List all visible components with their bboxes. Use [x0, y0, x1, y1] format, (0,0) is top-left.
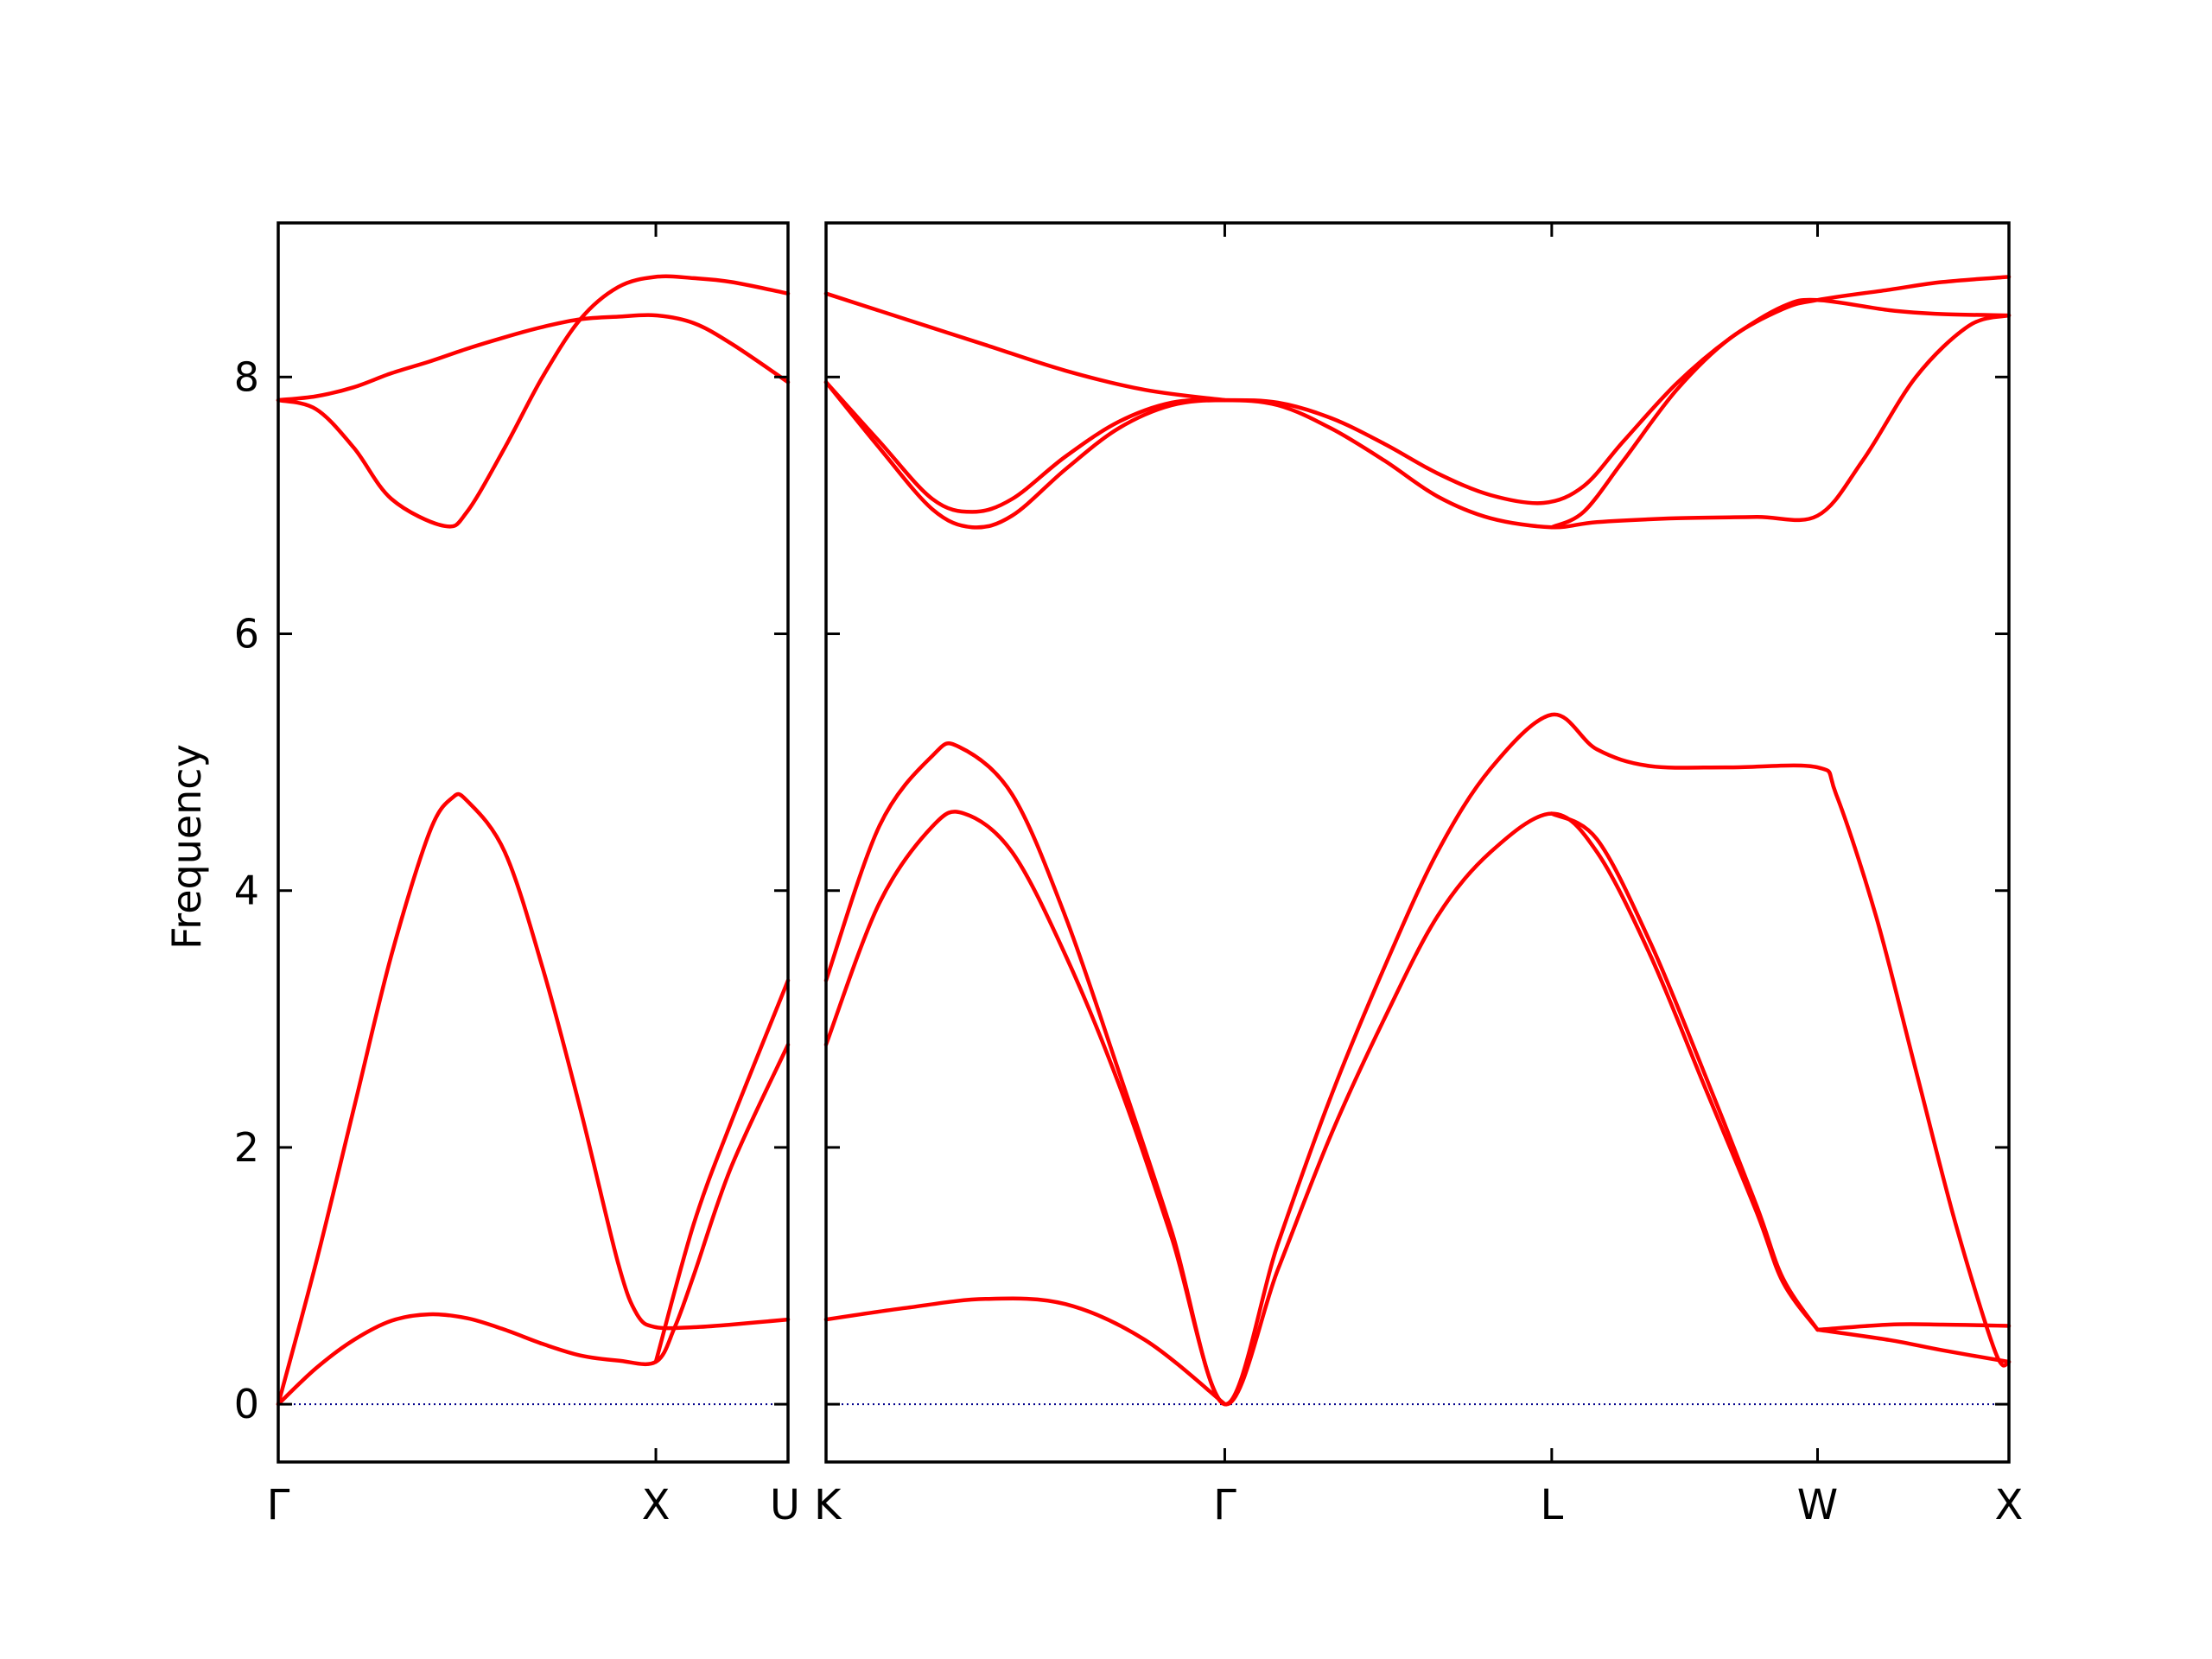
- x-tick-label: X: [1995, 1481, 2024, 1529]
- band-line-right-7: [823, 313, 2012, 530]
- x-tick-label: X: [642, 1481, 671, 1529]
- band-line-left-3: [653, 978, 791, 1364]
- band-line-right-5: [1815, 1322, 2012, 1332]
- y-tick-label: 0: [234, 1381, 259, 1427]
- x-tick-label: Γ: [1213, 1481, 1236, 1529]
- y-tick-label: 8: [234, 353, 259, 400]
- band-line-right-1: [823, 1296, 1227, 1407]
- y-axis-label: Frequency: [163, 744, 210, 950]
- y-tick-label: 4: [234, 868, 259, 914]
- band-line-left-5: [276, 313, 791, 403]
- x-tick-label: K: [814, 1481, 842, 1529]
- band-line-left-1: [276, 791, 791, 1407]
- plot-frame-left: [276, 221, 790, 1464]
- panel-left: 0 2 4 6 8 Γ X U: [234, 221, 800, 1529]
- band-line-right-2: [823, 810, 1820, 1407]
- band-line-right-10: [823, 291, 1227, 403]
- band-line-right-3: [823, 712, 2012, 1407]
- band-line-left-2: [276, 1042, 791, 1407]
- band-line-left-4: [276, 274, 791, 529]
- plot-frame-right: [824, 221, 2011, 1464]
- y-tick-label: 2: [234, 1124, 259, 1171]
- x-tick-label: Γ: [267, 1481, 290, 1529]
- x-tick-label: W: [1797, 1481, 1838, 1529]
- x-tick-label: L: [1540, 1481, 1563, 1529]
- band-line-right-6: [1815, 1327, 2012, 1364]
- y-tick-label: 6: [234, 611, 259, 658]
- band-line-right-9: [1549, 275, 2012, 530]
- band-line-right-4: [1549, 811, 1820, 1332]
- x-tick-label: U: [770, 1481, 800, 1529]
- band-line-right-8: [823, 297, 2012, 514]
